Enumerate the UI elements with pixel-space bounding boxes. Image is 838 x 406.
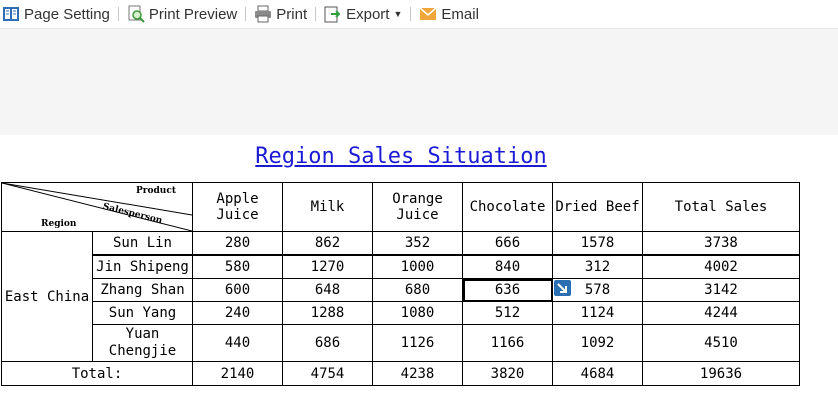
expand-arrow-icon[interactable]: [554, 280, 571, 296]
total-row: Total: 2140 4754 4238 3820 4684 19636: [1, 361, 800, 386]
value-cell[interactable]: 666: [462, 231, 553, 256]
value-cell[interactable]: 600: [192, 278, 283, 302]
report-title[interactable]: Region Sales Situation: [255, 144, 547, 169]
toolbar: Page Setting Print Preview Print Export …: [0, 0, 838, 28]
print-preview-label: Print Preview: [148, 5, 238, 23]
salesperson-cell: Zhang Shan: [92, 278, 193, 302]
total-label: Total:: [1, 361, 193, 386]
value-cell[interactable]: 580: [192, 254, 283, 279]
salesperson-cell: Sun Yang: [92, 301, 193, 325]
column-header: Apple Juice: [192, 182, 283, 232]
print-button[interactable]: Print: [252, 3, 309, 25]
value-cell[interactable]: 686: [282, 324, 373, 362]
value-cell[interactable]: 352: [372, 231, 463, 256]
toolbar-divider: [117, 7, 119, 21]
printer-icon: [255, 5, 272, 23]
table-row: Yuan Chengjie 440 686 1126 1166 1092 451…: [2, 324, 800, 362]
table-row: Sun Yang 240 1288 1080 512 1124 4244: [2, 301, 800, 325]
column-header: Dried Beef: [552, 182, 643, 232]
print-preview-icon: [128, 5, 145, 23]
total-sales-cell[interactable]: 4244: [642, 301, 800, 325]
salesperson-cell: Sun Lin: [92, 231, 193, 256]
export-button[interactable]: Export ▼: [322, 3, 404, 25]
selected-value-cell[interactable]: 636: [462, 278, 553, 302]
value-cell[interactable]: 1080: [372, 301, 463, 325]
value-cell[interactable]: 1578: [552, 231, 643, 256]
total-sales-cell[interactable]: 3738: [642, 231, 800, 256]
total-sales-cell[interactable]: 4510: [642, 324, 800, 362]
total-cell[interactable]: 4684: [552, 361, 643, 386]
value-cell[interactable]: 280: [192, 231, 283, 256]
table-row: Jin Shipeng 580 1270 1000 840 312 4002: [2, 254, 800, 279]
corner-region-label: Region: [41, 219, 77, 229]
print-label: Print: [276, 5, 308, 23]
value-cell[interactable]: 840: [462, 254, 553, 279]
email-label: Email: [441, 5, 479, 23]
header-row: Product Salesperson Region Apple Juice M…: [1, 182, 800, 232]
value-cell[interactable]: 1000: [372, 254, 463, 279]
email-icon: [419, 7, 437, 20]
email-button[interactable]: Email: [417, 3, 481, 25]
grand-total-cell[interactable]: 19636: [642, 361, 800, 386]
total-cell[interactable]: 4238: [372, 361, 463, 386]
column-header: Total Sales: [642, 182, 800, 232]
value-cell[interactable]: 648: [282, 278, 373, 302]
print-preview-button[interactable]: Print Preview: [125, 3, 239, 25]
salesperson-cell: Jin Shipeng: [92, 254, 193, 279]
export-label: Export: [346, 5, 390, 23]
total-cell[interactable]: 4754: [282, 361, 373, 386]
total-cell[interactable]: 3820: [462, 361, 553, 386]
page-setting-icon: [3, 7, 19, 21]
corner-product-label: Product: [136, 186, 176, 196]
table-row: Zhang Shan 600 648 680 636 578 3142: [2, 278, 800, 302]
total-sales-cell[interactable]: 4002: [642, 254, 800, 279]
value-cell[interactable]: 312: [552, 254, 643, 279]
sales-report-table: Product Salesperson Region Apple Juice M…: [1, 182, 800, 386]
table-row: East China Sun Lin 280 862 352 666 1578 …: [1, 231, 800, 362]
diagonal-lines: [2, 183, 192, 231]
value-cell[interactable]: 862: [282, 231, 373, 256]
value-cell[interactable]: 1092: [552, 324, 643, 362]
corner-header-cell: Product Salesperson Region: [1, 182, 193, 232]
total-cell[interactable]: 2140: [192, 361, 283, 386]
value-cell[interactable]: 512: [462, 301, 553, 325]
column-header: Chocolate: [462, 182, 553, 232]
value-cell[interactable]: 1126: [372, 324, 463, 362]
column-header: Orange Juice: [372, 182, 463, 232]
value-cell[interactable]: 1288: [282, 301, 373, 325]
value-cell[interactable]: 1124: [552, 301, 643, 325]
value-cell[interactable]: 240: [192, 301, 283, 325]
region-cell: East China: [1, 231, 93, 362]
chevron-down-icon: ▼: [393, 9, 403, 19]
total-sales-cell[interactable]: 3142: [642, 278, 800, 302]
value-cell[interactable]: 680: [372, 278, 463, 302]
toolbar-divider: [315, 7, 317, 21]
toolbar-divider: [410, 7, 412, 21]
toolbar-spacer-area: [0, 28, 838, 135]
page-setting-label: Page Setting: [24, 5, 110, 23]
toolbar-divider: [245, 7, 247, 21]
value-cell[interactable]: 440: [192, 324, 283, 362]
value-cell[interactable]: 1166: [462, 324, 553, 362]
value-cell[interactable]: 1270: [282, 254, 373, 279]
salesperson-cell: Yuan Chengjie: [92, 324, 193, 362]
column-header: Milk: [282, 182, 373, 232]
page-setting-button[interactable]: Page Setting: [0, 3, 112, 25]
export-icon: [324, 6, 341, 23]
